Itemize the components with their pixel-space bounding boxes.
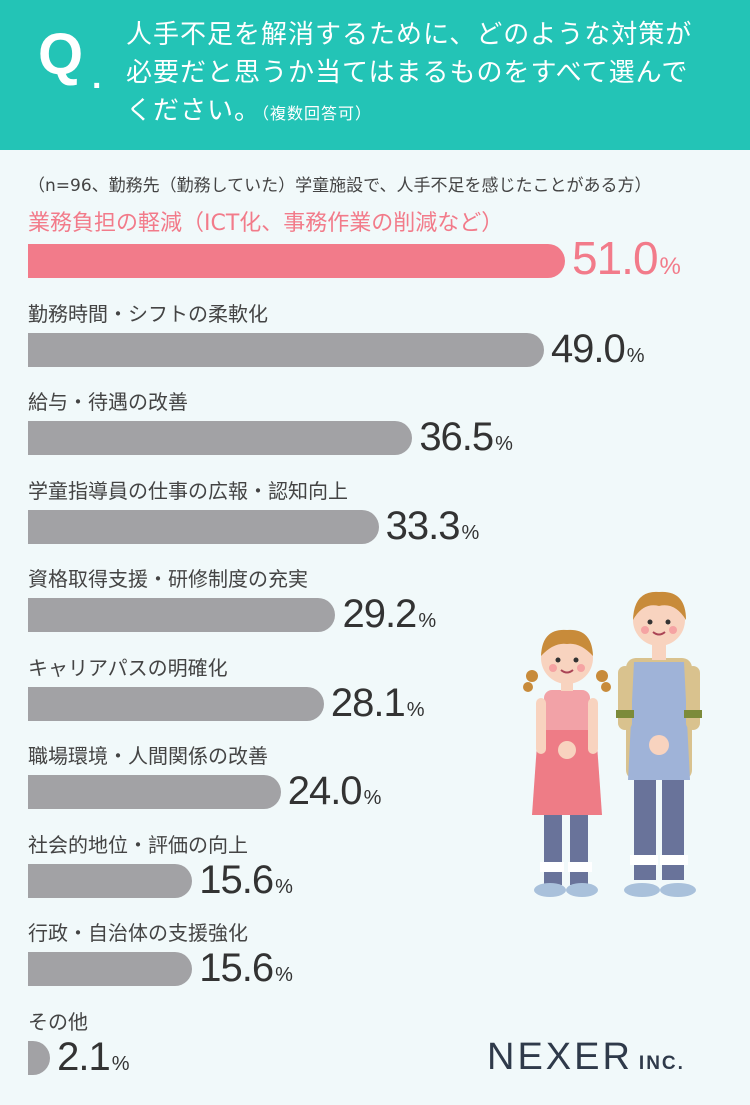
value-unit: %	[461, 521, 480, 544]
value-number: 15.6	[199, 946, 274, 990]
girl-figure	[523, 629, 611, 897]
value-label: 2.1%	[57, 1037, 129, 1077]
bar	[28, 1040, 51, 1075]
category-label: 職場環境・人間関係の改善	[28, 744, 268, 768]
category-label: 業務負担の軽減（ICT化、事務作業の削減など）	[28, 211, 504, 236]
nexer-logo: NEXER INC.	[487, 1038, 685, 1076]
value-number: 49.0	[550, 326, 626, 371]
question-line: 人手不足を解消するために、どのような対策が	[126, 20, 693, 50]
category-label: 行政・自治体の支援強化	[28, 921, 248, 945]
category-label: キャリアパスの明確化	[28, 655, 228, 680]
question-header: Q . 人手不足を解消するために、どのような対策が 必要だと思うか当てはまるもの…	[0, 0, 750, 150]
value-number: 15.6	[199, 857, 274, 902]
value-unit: %	[495, 433, 513, 455]
value-number: 29.2	[342, 592, 417, 636]
bar	[28, 863, 193, 898]
value-label: 51.0%	[572, 235, 681, 281]
value-number: 28.1	[330, 680, 406, 725]
q-mark: Q	[38, 22, 84, 87]
value-label: 29.2%	[342, 594, 436, 634]
value-unit: %	[406, 698, 425, 721]
value-number: 24.0	[287, 769, 363, 813]
value-number: 51.0	[572, 232, 659, 284]
bar	[28, 686, 324, 721]
bar	[28, 952, 193, 986]
category-label: 資格取得支援・研修制度の充実	[28, 567, 308, 591]
value-number: 36.5	[419, 415, 494, 459]
logo-suffix: INC.	[638, 1053, 685, 1074]
category-label: 社会的地位・評価の向上	[28, 832, 248, 857]
value-label: 49.0%	[551, 329, 645, 369]
value-unit: %	[363, 787, 382, 809]
bar	[28, 332, 544, 367]
bar	[28, 775, 281, 809]
category-label: 給与・待遇の改善	[28, 390, 188, 414]
value-label: 28.1%	[331, 683, 425, 723]
value-number: 33.3	[385, 503, 461, 548]
category-label: その他	[28, 1009, 88, 1034]
question-line: 必要だと思うか当てはまるものをすべて選んで	[126, 58, 689, 88]
bar	[28, 509, 379, 544]
value-number: 2.1	[57, 1034, 111, 1079]
question-text: 人手不足を解消するために、どのような対策が 必要だと思うか当てはまるものをすべて…	[126, 16, 736, 133]
value-unit: %	[275, 875, 293, 898]
boy-figure	[616, 591, 702, 897]
bar	[28, 244, 565, 278]
value-unit: %	[626, 344, 645, 367]
q-dot: .	[92, 58, 102, 96]
value-label: 15.6%	[199, 860, 293, 900]
question-line-text: ください。	[126, 96, 262, 126]
value-unit: %	[659, 253, 681, 280]
value-label: 33.3%	[386, 506, 480, 546]
value-label: 15.6%	[199, 948, 293, 988]
category-label: 勤務時間・シフトの柔軟化	[28, 301, 268, 326]
respondent-note: （n=96、勤務先（勤務していた）学童施設で、人手不足を感じたことがある方）	[28, 176, 652, 196]
value-unit: %	[275, 964, 293, 986]
value-label: 24.0%	[288, 771, 382, 811]
bar	[28, 421, 413, 455]
question-note: （複数回答可）	[261, 104, 373, 123]
question-line: ください。（複数回答可）	[126, 92, 736, 133]
logo-brand: NEXER	[487, 1036, 633, 1078]
value-unit: %	[111, 1052, 130, 1075]
value-unit: %	[418, 610, 437, 632]
value-label: 36.5%	[419, 417, 513, 457]
children-illustration-icon	[523, 591, 702, 897]
category-label: 学童指導員の仕事の広報・認知向上	[28, 478, 348, 503]
bar	[28, 598, 336, 632]
